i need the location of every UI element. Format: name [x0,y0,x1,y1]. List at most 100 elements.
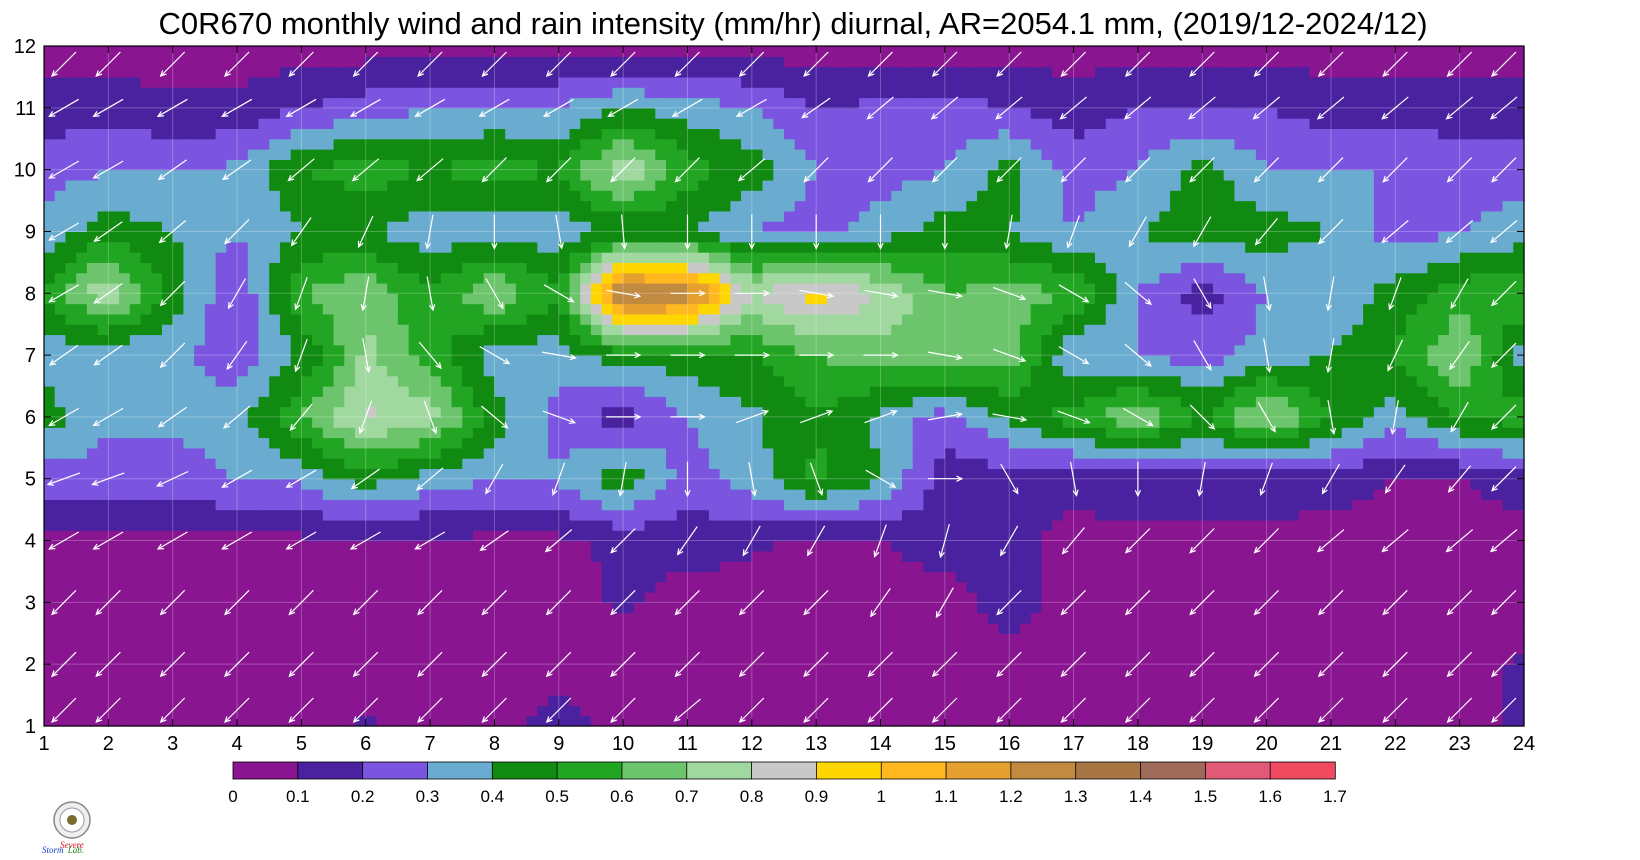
contour-cell [1223,386,1236,397]
contour-cell [1470,715,1482,727]
contour-cell [290,406,302,418]
contour-cell [1073,561,1085,573]
contour-cell [1363,602,1375,614]
contour-cell [1406,427,1418,439]
contour-cell [1041,519,1053,531]
contour-cell [1298,375,1311,387]
contour-cell [730,468,742,480]
contour-cell [97,396,109,408]
contour-cell [472,365,485,377]
contour-cell [633,509,646,521]
contour-cell [1438,633,1450,645]
contour-cell [977,540,989,552]
contour-cell [483,705,496,717]
contour-cell [676,571,689,583]
contour-cell [1084,355,1096,366]
contour-cell [548,437,560,449]
contour-cell [494,458,506,470]
contour-cell [644,499,656,511]
contour-cell [730,458,742,470]
contour-cell [355,674,367,686]
contour-cell [505,705,517,717]
contour-cell [1288,406,1300,418]
contour-cell [1191,530,1203,542]
contour-cell [1427,375,1439,387]
contour-cell [215,489,227,500]
contour-cell [140,715,152,727]
contour-cell [623,458,635,470]
contour-cell [944,468,957,480]
contour-cell [419,561,431,573]
contour-cell [1191,571,1203,583]
contour-cell [869,540,882,552]
contour-cell [1363,643,1375,655]
contour-cell [837,643,849,655]
contour-cell [666,540,678,552]
contour-cell [977,458,989,470]
contour-cell [515,643,528,655]
contour-cell [333,664,345,676]
contour-cell [76,489,88,500]
contour-cell [848,602,860,614]
contour-cell [1180,447,1193,459]
contour-cell [301,386,313,397]
contour-cell [1116,355,1128,366]
contour-cell [698,437,710,449]
contour-cell [408,622,420,634]
contour-cell [1502,427,1514,439]
contour-cell [977,355,989,366]
contour-cell [1019,612,1032,624]
contour-cell [859,622,871,634]
contour-cell [934,437,946,449]
contour-cell [237,519,249,531]
contour-cell [859,592,871,603]
contour-cell [1180,386,1193,397]
contour-cell [494,622,506,634]
contour-cell [794,386,807,397]
contour-cell [1170,406,1182,418]
contour-cell [944,705,957,717]
contour-cell [1148,674,1160,686]
contour-cell [1148,622,1160,634]
contour-cell [1223,664,1236,676]
contour-cell [76,561,88,573]
contour-cell [344,478,356,490]
contour-cell [1502,633,1514,645]
contour-cell [1223,674,1236,686]
contour-cell [1180,375,1193,387]
contour-cell [312,458,324,470]
contour-cell [333,612,345,624]
contour-cell [194,427,206,439]
contour-cell [333,468,345,480]
contour-cell [1438,499,1450,511]
contour-cell [1395,396,1407,408]
contour-cell [987,519,1000,531]
contour-cell [1180,396,1193,408]
contour-cell [54,530,67,542]
contour-cell [1288,416,1300,428]
contour-cell [1309,530,1321,542]
contour-cell [419,447,431,459]
contour-cell [1341,550,1353,562]
contour-cell [719,375,731,387]
contour-cell [151,592,163,603]
contour-cell [741,406,753,418]
contour-cell [912,653,925,665]
contour-cell [966,592,978,603]
contour-cell [1513,643,1525,655]
contour-cell [687,416,699,428]
contour-cell [1513,592,1525,603]
contour-cell [666,386,678,397]
contour-cell [955,519,967,531]
contour-cell [1373,447,1386,459]
contour-cell [1288,375,1300,387]
contour-cell [1041,530,1053,542]
contour-cell [655,386,667,397]
contour-cell [333,509,345,521]
contour-cell [1438,489,1450,500]
contour-cell [408,519,420,531]
contour-cell [183,653,195,665]
contour-cell [140,571,152,583]
contour-cell [140,406,152,418]
